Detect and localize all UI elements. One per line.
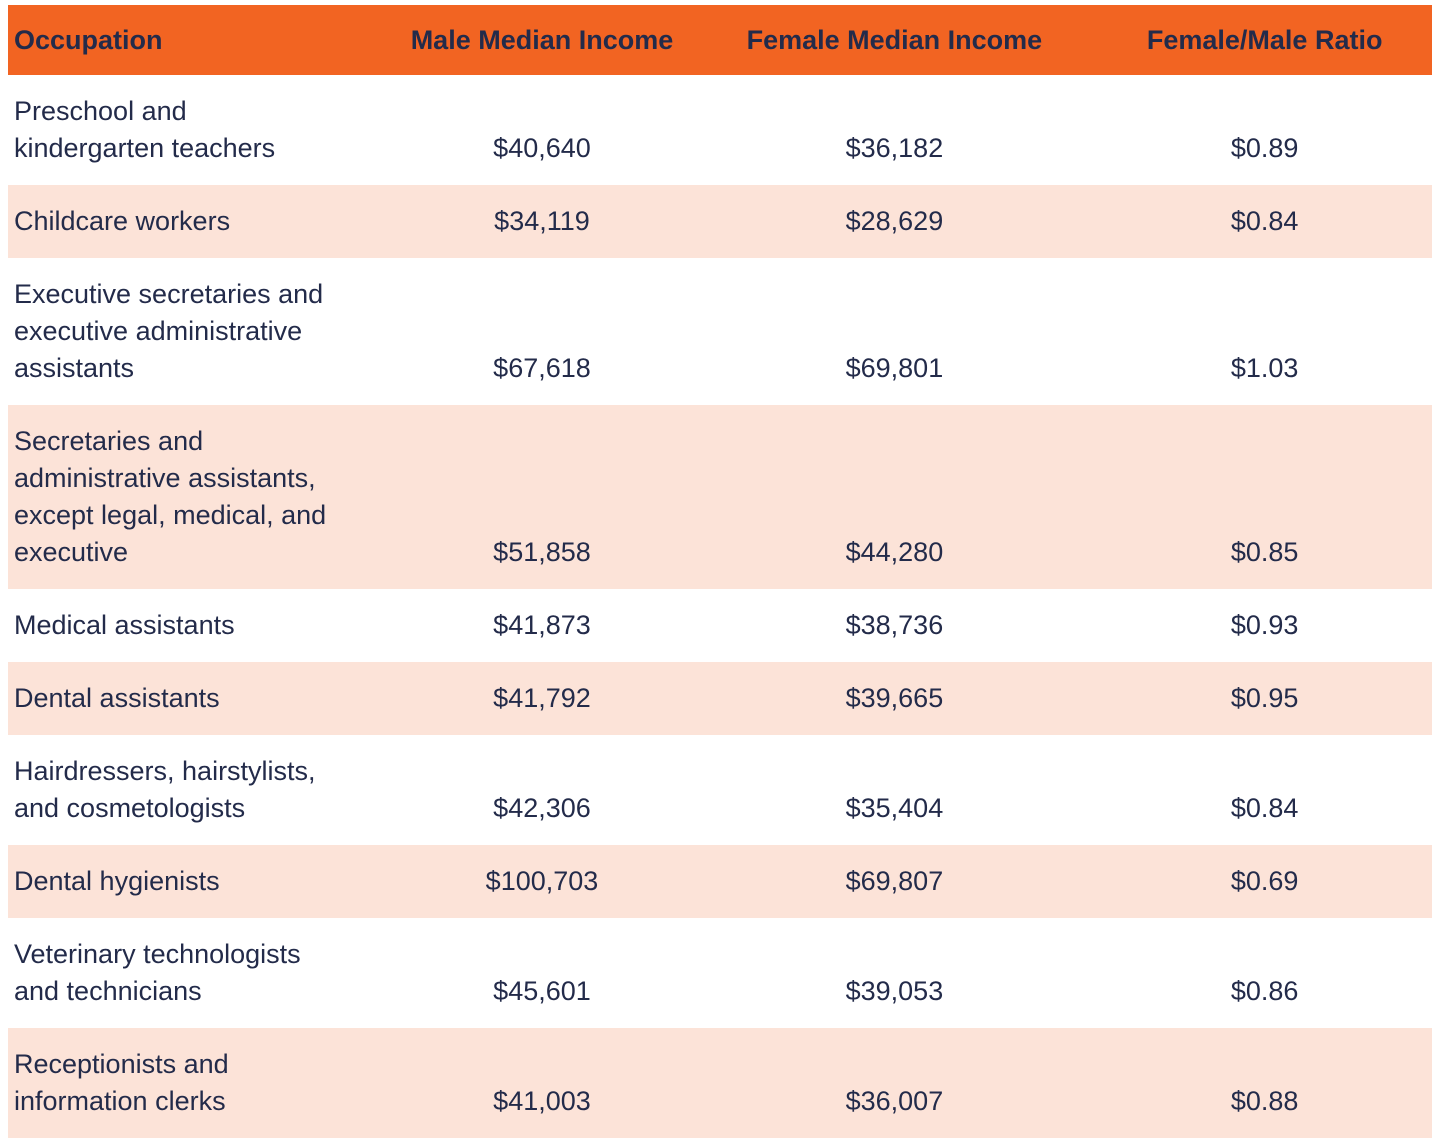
ratio-cell: $0.89 [1230, 133, 1299, 163]
female-income-cell: $36,182 [845, 133, 944, 163]
ratio-cell: $1.03 [1230, 353, 1299, 383]
male-income-cell: $100,703 [485, 866, 599, 896]
occupation-cell: Dental hygienists [14, 866, 220, 896]
occupation-income-table: Occupation Male Median Income Female Med… [8, 5, 1432, 1138]
occupation-cell: Dental assistants [14, 683, 220, 713]
female-income-cell: $39,053 [845, 976, 944, 1006]
female-income-cell: $36,007 [845, 1086, 944, 1116]
header-male-median-income: Male Median Income [392, 5, 692, 75]
female-income-cell: $35,404 [845, 793, 944, 823]
female-income-cell: $44,280 [845, 537, 944, 567]
table-row: Executive secretaries and executive admi… [8, 258, 1432, 405]
occupation-cell: Preschool and kindergarten teachers [14, 96, 276, 163]
table-row: Secretaries and administrative assistant… [8, 405, 1432, 589]
female-income-cell: $39,665 [845, 683, 944, 713]
table-row: Preschool and kindergarten teachers $40,… [8, 75, 1432, 185]
table-row: Veterinary technologists and technicians… [8, 918, 1432, 1028]
male-income-cell: $42,306 [493, 793, 591, 823]
ratio-cell: $0.69 [1230, 866, 1299, 896]
occupation-cell: Childcare workers [14, 206, 231, 236]
occupation-cell: Veterinary technologists and technicians [14, 939, 301, 1006]
ratio-cell: $0.86 [1230, 976, 1299, 1006]
occupation-cell: Medical assistants [14, 610, 235, 640]
male-income-cell: $40,640 [493, 133, 591, 163]
occupation-cell: Receptionists and information clerks [14, 1049, 229, 1116]
header-female-median-income: Female Median Income [691, 5, 1098, 75]
header-female-male-ratio: Female/Male Ratio [1097, 5, 1432, 75]
table-row: Hairdressers, hairstylists, and cosmetol… [8, 735, 1432, 845]
male-income-cell: $34,119 [494, 206, 590, 236]
occupation-cell: Secretaries and administrative assistant… [14, 426, 327, 567]
male-income-cell: $51,858 [493, 537, 591, 567]
female-income-cell: $69,807 [845, 866, 944, 896]
female-income-cell: $69,801 [845, 353, 944, 383]
male-income-cell: $41,792 [493, 683, 591, 713]
female-income-cell: $28,629 [845, 206, 944, 236]
occupation-cell: Executive secretaries and executive admi… [14, 279, 324, 383]
ratio-cell: $0.85 [1230, 537, 1299, 567]
table-row: Medical assistants $41,873 $38,736 $0.93 [8, 589, 1432, 662]
female-income-cell: $38,736 [845, 610, 944, 640]
ratio-cell: $0.84 [1230, 206, 1299, 236]
male-income-cell: $41,873 [493, 610, 591, 640]
ratio-cell: $0.88 [1230, 1086, 1299, 1116]
ratio-cell: $0.84 [1230, 793, 1299, 823]
header-occupation: Occupation [8, 5, 393, 75]
header-row: Occupation Male Median Income Female Med… [8, 5, 1432, 75]
ratio-cell: $0.93 [1230, 610, 1299, 640]
ratio-cell: $0.95 [1230, 683, 1299, 713]
male-income-cell: $41,003 [493, 1086, 591, 1116]
table-row: Childcare workers $34,119 $28,629 $0.84 [8, 185, 1432, 258]
table-row: Dental hygienists $100,703 $69,807 $0.69 [8, 845, 1432, 918]
occupation-cell: Hairdressers, hairstylists, and cosmetol… [14, 756, 316, 823]
male-income-cell: $45,601 [493, 976, 591, 1006]
table-row: Receptionists and information clerks $41… [8, 1028, 1432, 1138]
male-income-cell: $67,618 [493, 353, 591, 383]
table-row: Dental assistants $41,792 $39,665 $0.95 [8, 662, 1432, 735]
